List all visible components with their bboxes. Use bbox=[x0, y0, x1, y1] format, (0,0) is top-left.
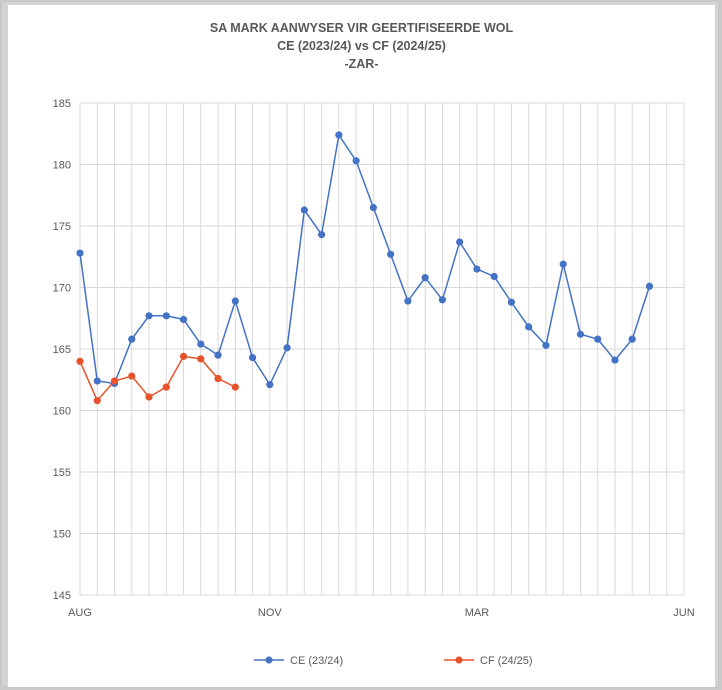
series-1-point bbox=[93, 377, 101, 385]
series-line-2 bbox=[79, 355, 236, 403]
chart-title: SA MARK AANWYSER VIR GEERTIFISEERDE WOL bbox=[209, 21, 514, 35]
series-1-point bbox=[576, 330, 585, 338]
series-1-point bbox=[266, 381, 274, 389]
series-1-point bbox=[456, 238, 464, 246]
series-1-point bbox=[300, 206, 308, 214]
y-tick-label: 185 bbox=[53, 98, 71, 110]
series-2-point bbox=[179, 352, 188, 360]
series-1-point bbox=[318, 231, 326, 239]
series-2-point bbox=[128, 372, 136, 380]
series-2-point bbox=[214, 374, 222, 383]
series-1-point bbox=[542, 341, 550, 349]
series-1-point bbox=[473, 265, 481, 273]
series-1-point bbox=[525, 323, 533, 331]
series-1-point bbox=[404, 297, 412, 305]
series-2-point bbox=[231, 383, 239, 391]
series-1-point bbox=[628, 335, 636, 343]
chart-currency: -ZAR- bbox=[344, 57, 379, 71]
series-1-point bbox=[611, 356, 619, 364]
legend-swatch-marker bbox=[455, 656, 463, 664]
series-2-point bbox=[197, 355, 205, 363]
y-tick-label: 180 bbox=[53, 160, 71, 172]
legend-label: CF (24/25) bbox=[480, 655, 533, 667]
series-1-point bbox=[369, 203, 377, 212]
series-1-point bbox=[197, 340, 205, 348]
series-1-point bbox=[283, 344, 291, 352]
series-1-point bbox=[352, 157, 360, 165]
series-2-point bbox=[93, 397, 101, 405]
x-tick-label: AUG bbox=[68, 607, 92, 619]
y-tick-label: 165 bbox=[53, 344, 71, 356]
series-1-point bbox=[179, 315, 188, 324]
series-1-point bbox=[145, 312, 153, 320]
series-line-1 bbox=[79, 133, 651, 387]
series-2-point bbox=[110, 377, 119, 385]
series-1-point bbox=[421, 274, 429, 282]
series-1-point bbox=[387, 250, 395, 258]
line-chart: 145 150 155 160 165 170 175 180 185 AUG NOV MAR JUN C… bbox=[53, 98, 695, 667]
y-tick-label: 170 bbox=[53, 283, 71, 295]
series-1-point bbox=[335, 131, 343, 139]
series-1-point bbox=[559, 260, 567, 268]
legend-label: CE (23/24) bbox=[290, 655, 343, 667]
y-tick-label: 150 bbox=[53, 529, 71, 541]
series-2-point bbox=[162, 383, 170, 391]
series-2-point bbox=[76, 357, 84, 365]
x-tick-label: NOV bbox=[258, 607, 283, 619]
series-1-point bbox=[248, 354, 257, 362]
x-tick-label: JUN bbox=[673, 607, 694, 619]
y-tick-label: 175 bbox=[53, 221, 71, 233]
y-tick-label: 145 bbox=[53, 590, 71, 602]
series-1-point bbox=[231, 297, 239, 305]
x-tick-label: MAR bbox=[465, 607, 490, 619]
chart-title-block: SA MARK AANWYSER VIR GEERTIFISEERDE WOL … bbox=[8, 19, 715, 73]
y-tick-label: 155 bbox=[53, 467, 71, 479]
series-1-point bbox=[76, 249, 84, 257]
chart-subtitle: CE (2023/24) vs CF (2024/25) bbox=[277, 39, 446, 53]
series-1-point bbox=[645, 282, 654, 290]
series-1-point bbox=[594, 335, 602, 343]
series-1-point bbox=[438, 296, 446, 304]
series-1-point bbox=[490, 272, 498, 281]
series-2-point bbox=[145, 393, 153, 401]
chart-panel: SA MARK AANWYSER VIR GEERTIFISEERDE WOL … bbox=[8, 5, 715, 687]
series-1-point bbox=[214, 351, 222, 359]
series-1-point bbox=[507, 298, 516, 306]
series-1-point bbox=[128, 335, 136, 343]
series-1-point bbox=[162, 312, 170, 320]
y-tick-label: 160 bbox=[53, 406, 71, 418]
legend-swatch-marker bbox=[265, 656, 273, 664]
